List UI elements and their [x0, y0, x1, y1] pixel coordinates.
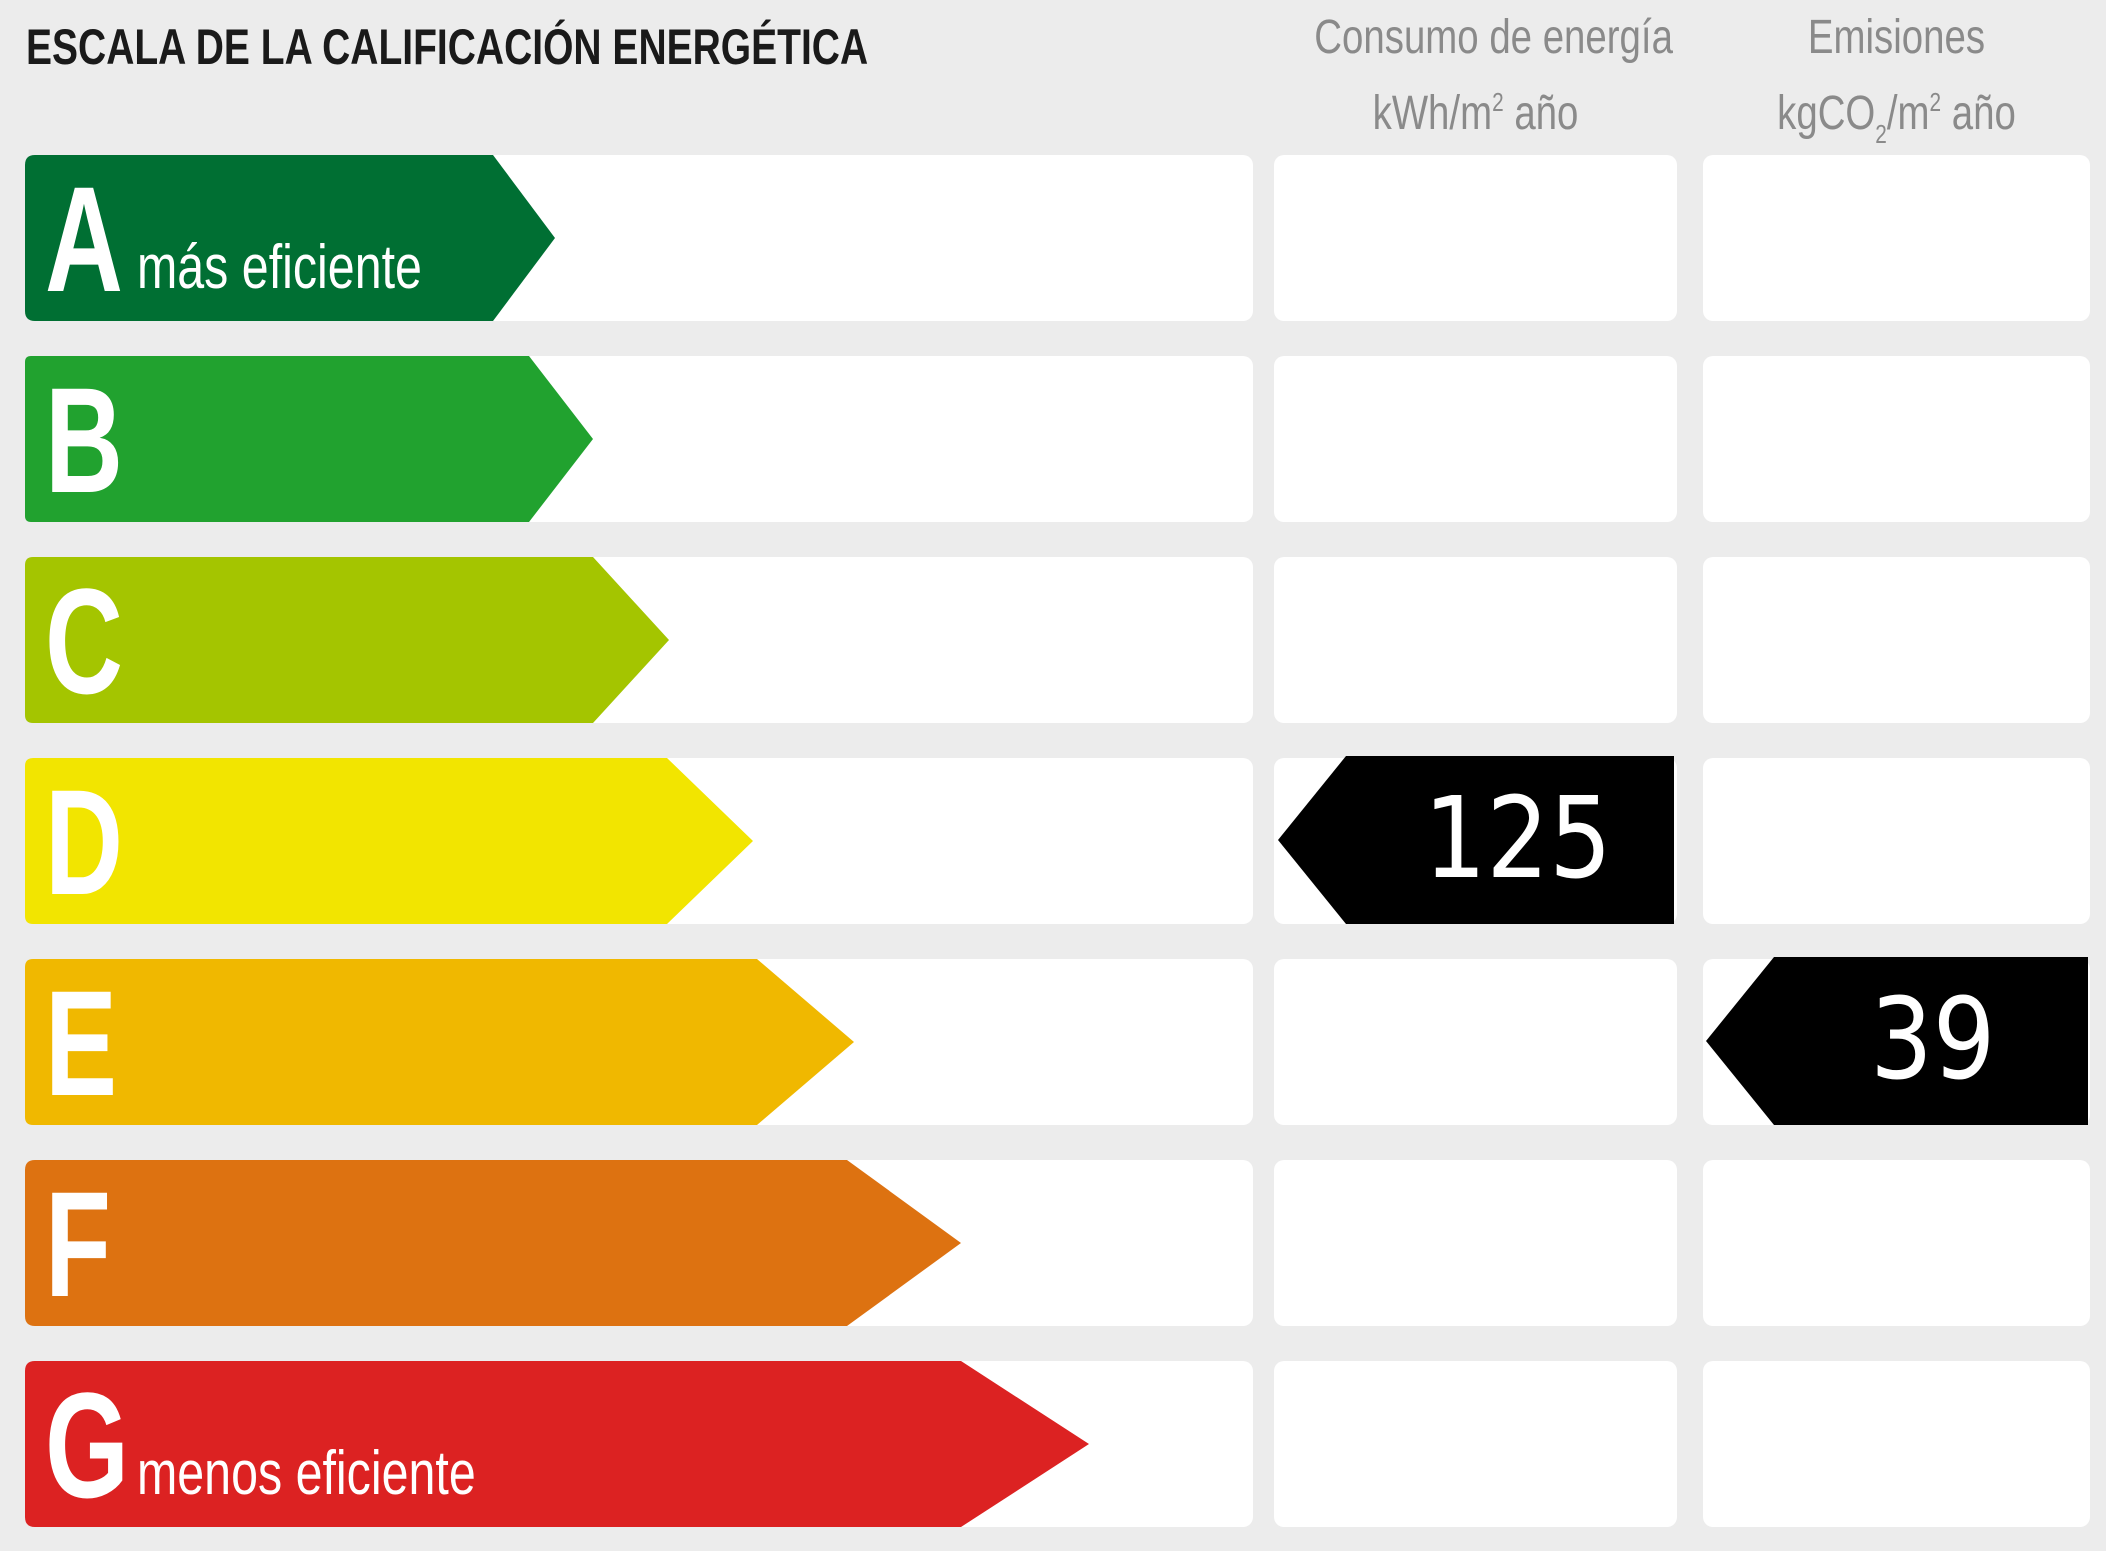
rating-row-b: B — [0, 356, 2106, 522]
rating-arrow-f: F — [25, 1160, 975, 1326]
rating-arrow-g: G menos eficiente — [25, 1361, 1105, 1527]
rating-label: más eficiente — [137, 233, 422, 302]
emissions-column-header: Emisiones kgCO2/m2 año — [1742, 6, 2052, 166]
rating-letter: D — [45, 758, 123, 926]
rating-letter: A — [45, 155, 123, 323]
rating-arrow-a: A más eficiente — [25, 155, 565, 321]
emissions-cell — [1703, 758, 2090, 924]
energy-column-header: Consumo de energía kWh/m2 año — [1314, 6, 1673, 146]
rating-letter: F — [45, 1160, 111, 1328]
rating-row-a: A más eficiente — [0, 155, 2106, 321]
energy-column-title: Consumo de energía — [1314, 11, 1673, 64]
energy-value: 125 — [1423, 774, 1612, 904]
energy-cell — [1274, 557, 1677, 723]
rating-letter: B — [45, 356, 123, 524]
emissions-cell — [1703, 1361, 2090, 1527]
emissions-cell — [1703, 1160, 2090, 1326]
rating-arrow-e: E — [25, 959, 865, 1125]
emissions-cell — [1703, 356, 2090, 522]
rating-arrow-d: D — [25, 758, 765, 924]
emissions-column-unit: kgCO2/m2 año — [1777, 87, 2016, 149]
energy-cell — [1274, 356, 1677, 522]
rating-row-g: G menos eficiente — [0, 1361, 2106, 1527]
rating-letter: G — [45, 1361, 130, 1529]
energy-cell — [1274, 155, 1677, 321]
energy-cell — [1274, 1361, 1677, 1527]
energy-cell — [1274, 1160, 1677, 1326]
emissions-column-title: Emisiones — [1807, 11, 1986, 64]
rating-arrow-b: B — [25, 356, 605, 522]
emissions-value-marker: 39 — [1706, 957, 2088, 1125]
emissions-cell — [1703, 557, 2090, 723]
energy-value-marker: 125 — [1278, 756, 1674, 924]
rating-letter: E — [45, 959, 118, 1127]
rating-row-d: D 125 — [0, 756, 2106, 924]
rating-row-e: E 39 — [0, 957, 2106, 1125]
energy-cell — [1274, 959, 1677, 1125]
emissions-cell — [1703, 155, 2090, 321]
rating-arrow-c: C — [25, 557, 685, 723]
page-title: ESCALA DE LA CALIFICACIÓN ENERGÉTICA — [26, 19, 869, 75]
emissions-value: 39 — [1870, 975, 1996, 1105]
rating-row-f: F — [0, 1160, 2106, 1326]
energy-column-unit: kWh/m2 año — [1372, 87, 1579, 140]
rating-letter: C — [45, 557, 123, 725]
rating-row-c: C — [0, 557, 2106, 723]
rating-label: menos eficiente — [137, 1439, 476, 1508]
